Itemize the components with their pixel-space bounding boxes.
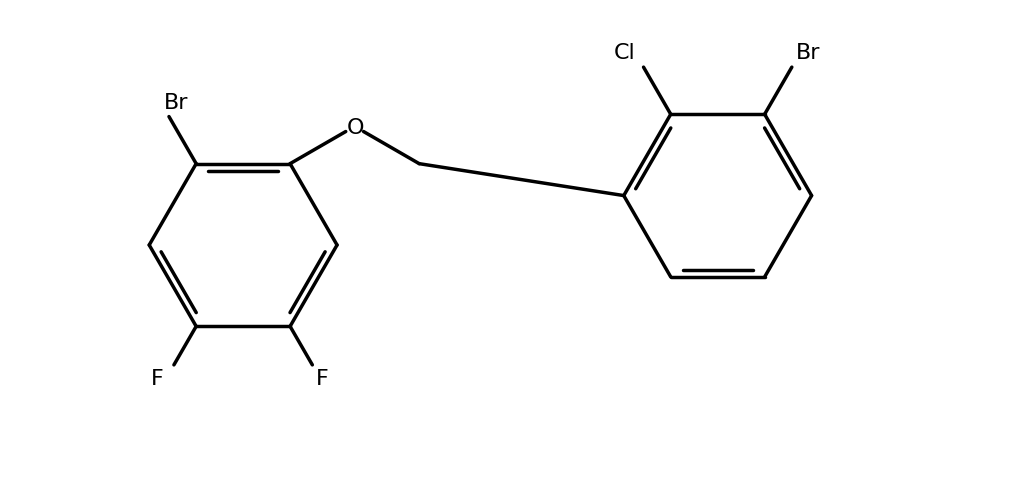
Text: F: F bbox=[316, 369, 329, 389]
Text: O: O bbox=[347, 118, 364, 138]
Text: F: F bbox=[152, 369, 164, 389]
Text: Br: Br bbox=[164, 93, 189, 113]
Text: Cl: Cl bbox=[614, 43, 636, 63]
Text: Br: Br bbox=[796, 43, 820, 63]
